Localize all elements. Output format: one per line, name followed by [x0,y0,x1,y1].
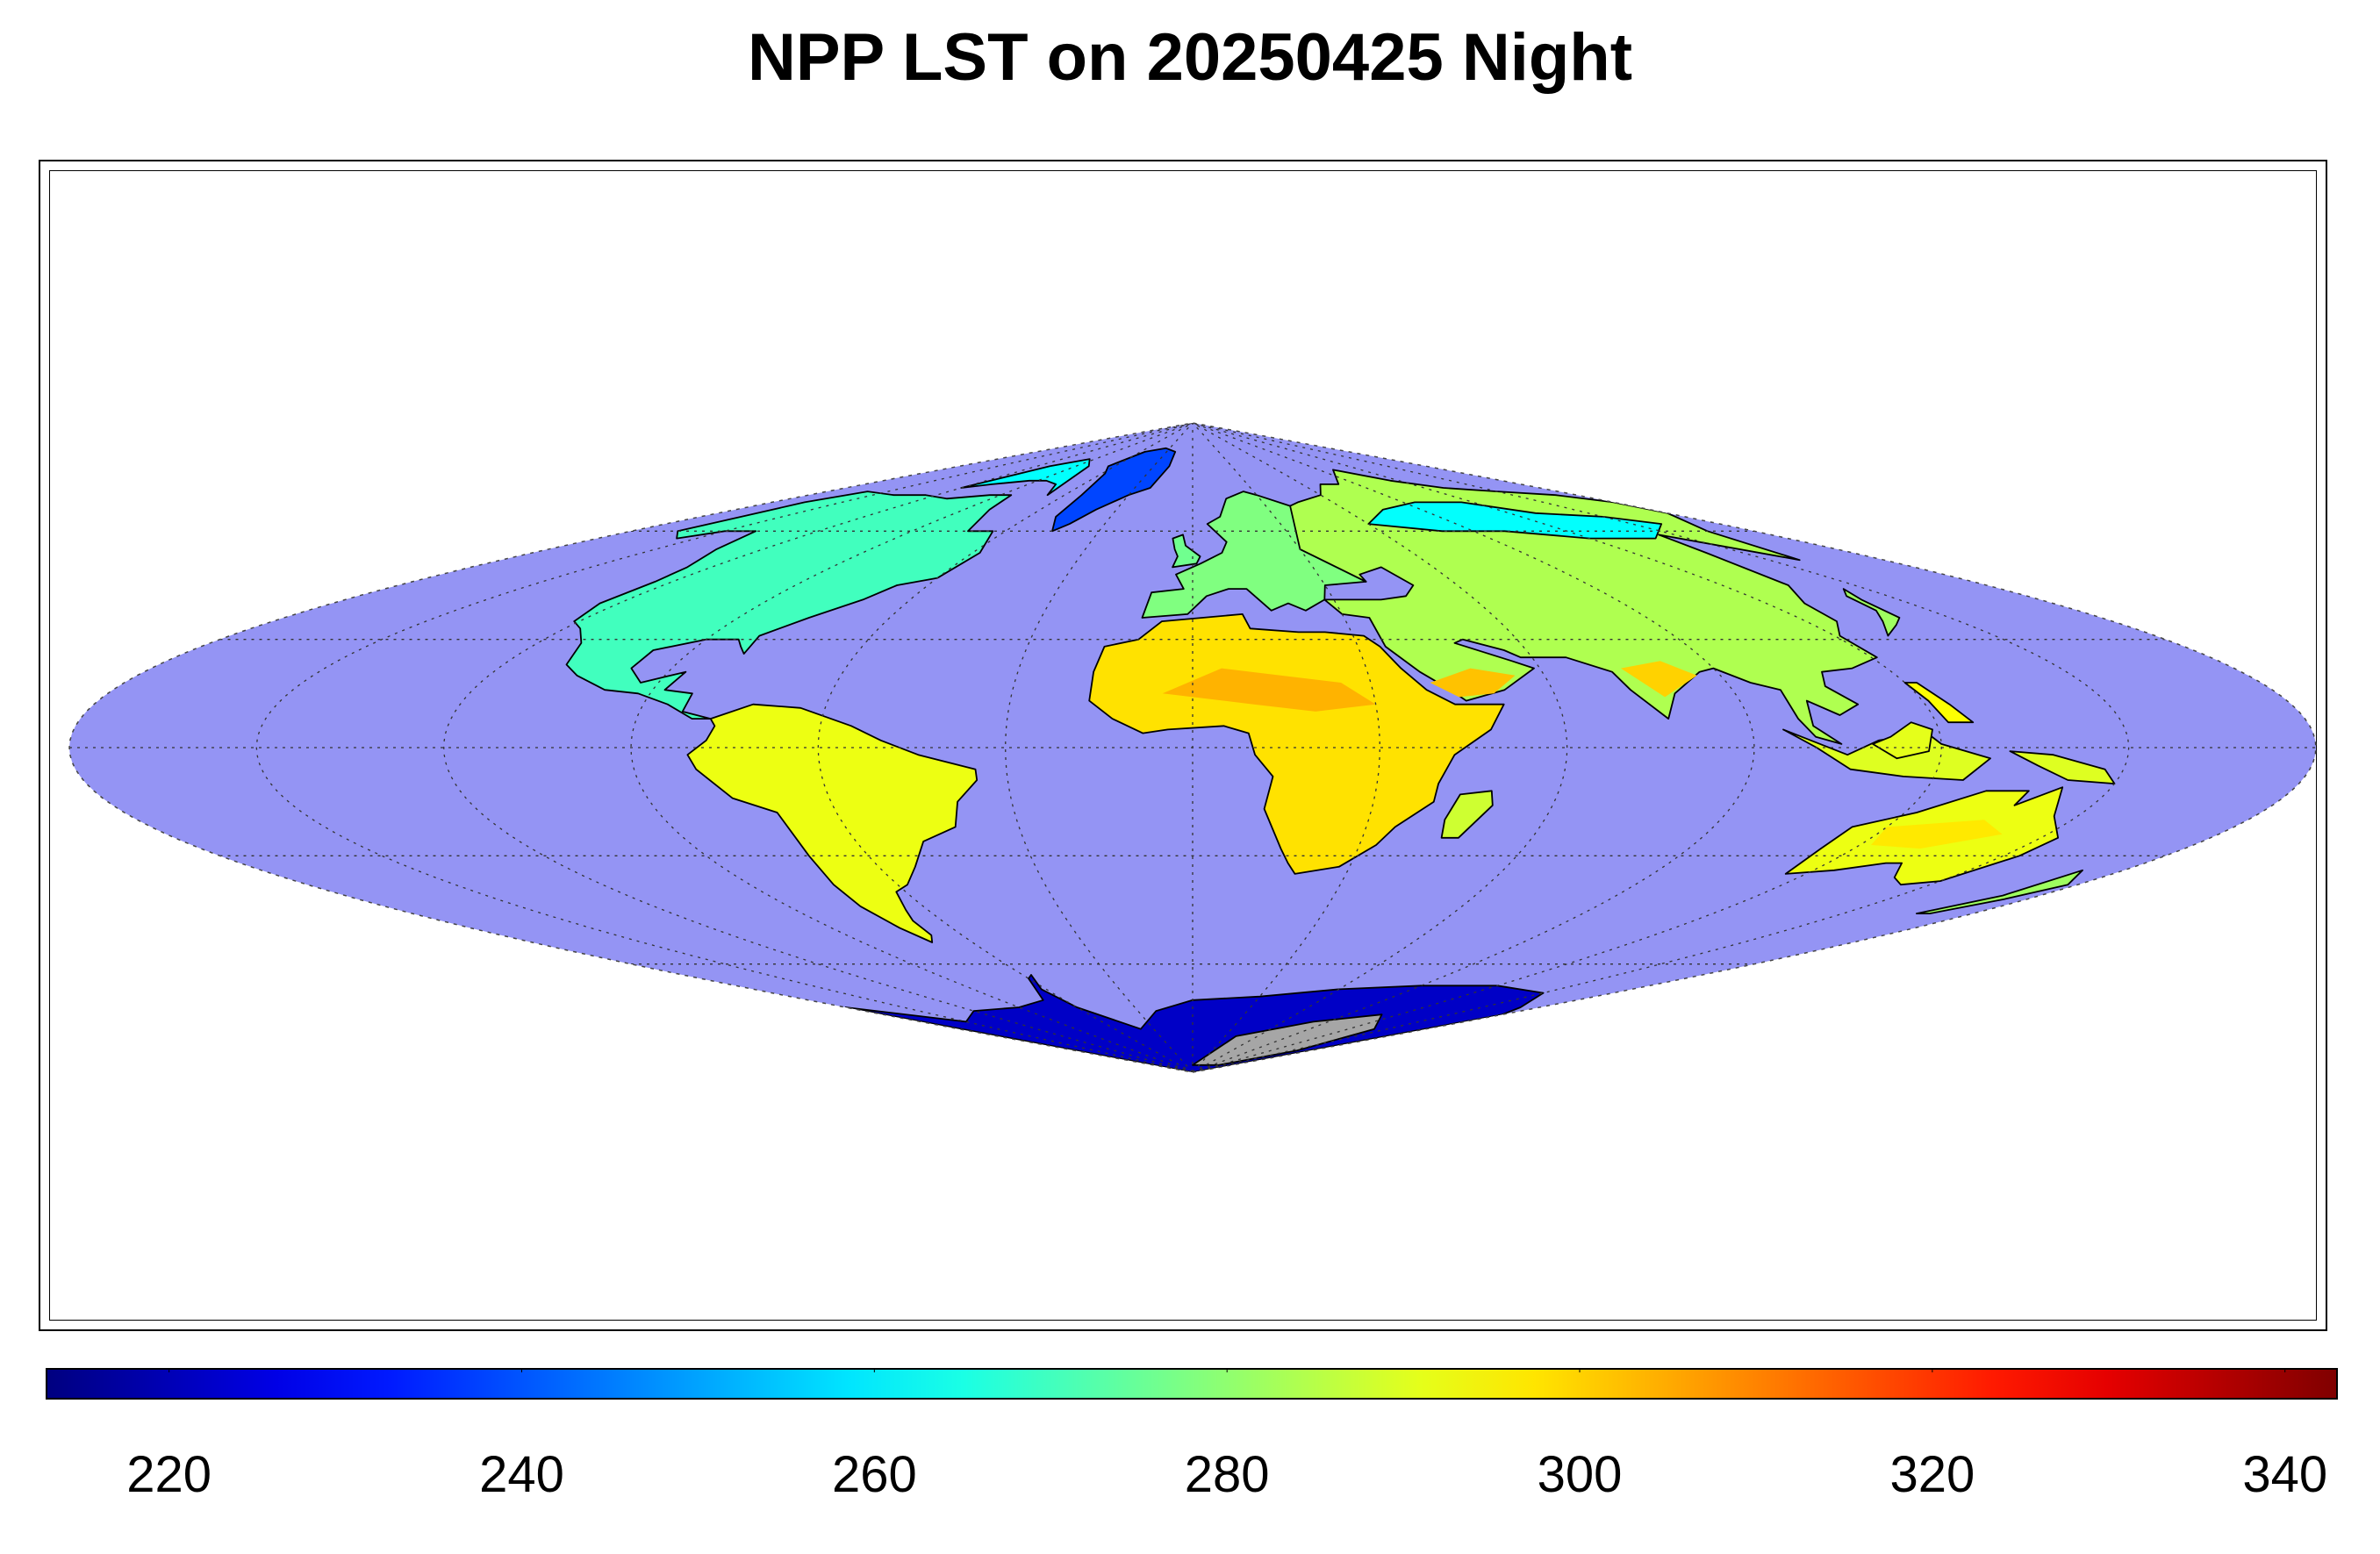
world-lst-map [68,422,2317,1073]
landmass-antarctica [844,974,1545,1072]
meridian-line [1192,423,1942,1072]
colorbar-ticks [168,1368,2286,1372]
page-title: NPP LST on 20250425 Night [747,20,1633,95]
temperature-patch-arabia-hot [1430,668,1516,698]
colorbar-tick-label: 340 [2242,1446,2328,1503]
map-frame [39,160,2327,1331]
graticule [69,423,2316,1072]
meridian-line [1192,423,1380,1072]
meridian-line [1192,423,1568,1072]
landmass-uk [1172,534,1201,569]
colorbar-tick-label: 220 [126,1446,212,1503]
land-layer [565,447,2116,1072]
map-frame-inner [49,170,2317,1321]
temperature-patch-sahara-hot [1162,668,1376,712]
colorbar-tick-label: 300 [1537,1446,1623,1503]
landmass-greenland [1051,447,1177,533]
landmass-philippines [1903,682,1975,724]
meridian-line [817,423,1194,1072]
meridian-line [1005,423,1194,1072]
landmass-madagascar [1440,790,1494,839]
landmass-asia [1289,469,1878,745]
landmass-africa [1088,613,1505,875]
meridian-line [443,423,1194,1072]
landmass-north-america [565,491,1013,720]
colorbar-tick-label: 240 [479,1446,564,1503]
landmass-south-america [686,703,979,943]
meridian-line [1192,423,1755,1072]
colorbar-tick-label: 320 [1889,1446,1975,1503]
temperature-patch-india-warm [1620,661,1697,698]
landmass-japan [1842,588,1901,637]
landmass-indonesia [1782,728,1991,781]
meridian-line [630,423,1194,1072]
temperature-patch-australia-warm [1871,820,2003,849]
meridian-line [1192,423,2130,1072]
colorbar [46,1368,2338,1400]
colorbar-tick-label: 280 [1184,1446,1270,1503]
meridian-line [255,423,1194,1072]
landmass-borneo [1872,721,1933,760]
landmass-new-zealand [1916,869,2083,914]
colorbar-tick-label: 260 [831,1446,917,1503]
landmass-antarctica-plateau [1192,1013,1383,1066]
globe-outline [68,422,2317,1073]
landmass-canadian-arctic [960,458,1091,497]
